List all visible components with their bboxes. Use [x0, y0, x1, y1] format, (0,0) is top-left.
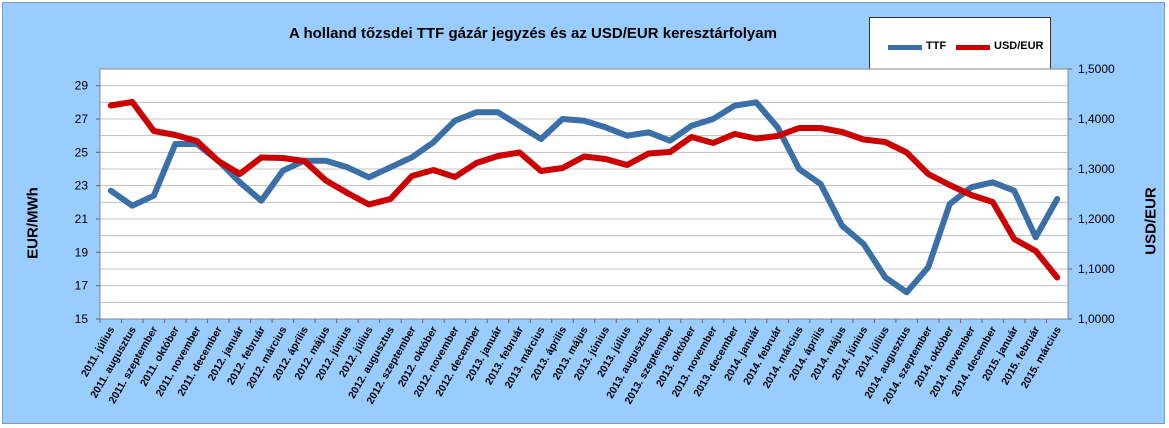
plot-background	[99, 68, 1069, 320]
y-left-tick-label: 21	[75, 212, 89, 226]
legend-label-ttf: TTF	[926, 40, 947, 52]
plot-area: 15 17 19 21 23 25 27 29 1,0000 1,1000 1,2000 1,3000…	[75, 62, 1115, 406]
y-right-tick-label: 1,4000	[1078, 112, 1115, 126]
y-left-tick-label: 19	[75, 245, 89, 259]
y-right-tick-label: 1,3000	[1078, 162, 1115, 176]
series-line-usd-eur	[107, 99, 1061, 281]
y-left-tick-label: 17	[75, 279, 89, 293]
y-left-tick-label: 25	[75, 145, 89, 159]
legend-swatch-usd-eur	[956, 45, 990, 50]
y-right-tick-label: 1,5000	[1078, 62, 1115, 76]
y-left-tick-label: 29	[75, 79, 89, 93]
chart-title: A holland tőzsdei TTF gázár jegyzés és a…	[289, 25, 777, 42]
y-right-tick-label: 1,1000	[1078, 262, 1115, 276]
y-left-tick-label: 23	[75, 179, 89, 193]
y-left-tick-label: 27	[75, 112, 89, 126]
series-line-ttf	[107, 99, 1061, 296]
y-right-tick-label: 1,2000	[1078, 212, 1115, 226]
legend-label-usd-eur: USD/EUR	[994, 40, 1044, 52]
y-right-tick-label: 1,0000	[1078, 312, 1115, 326]
y-left-tick-label: 15	[75, 312, 89, 326]
legend-swatch-ttf	[888, 45, 922, 50]
